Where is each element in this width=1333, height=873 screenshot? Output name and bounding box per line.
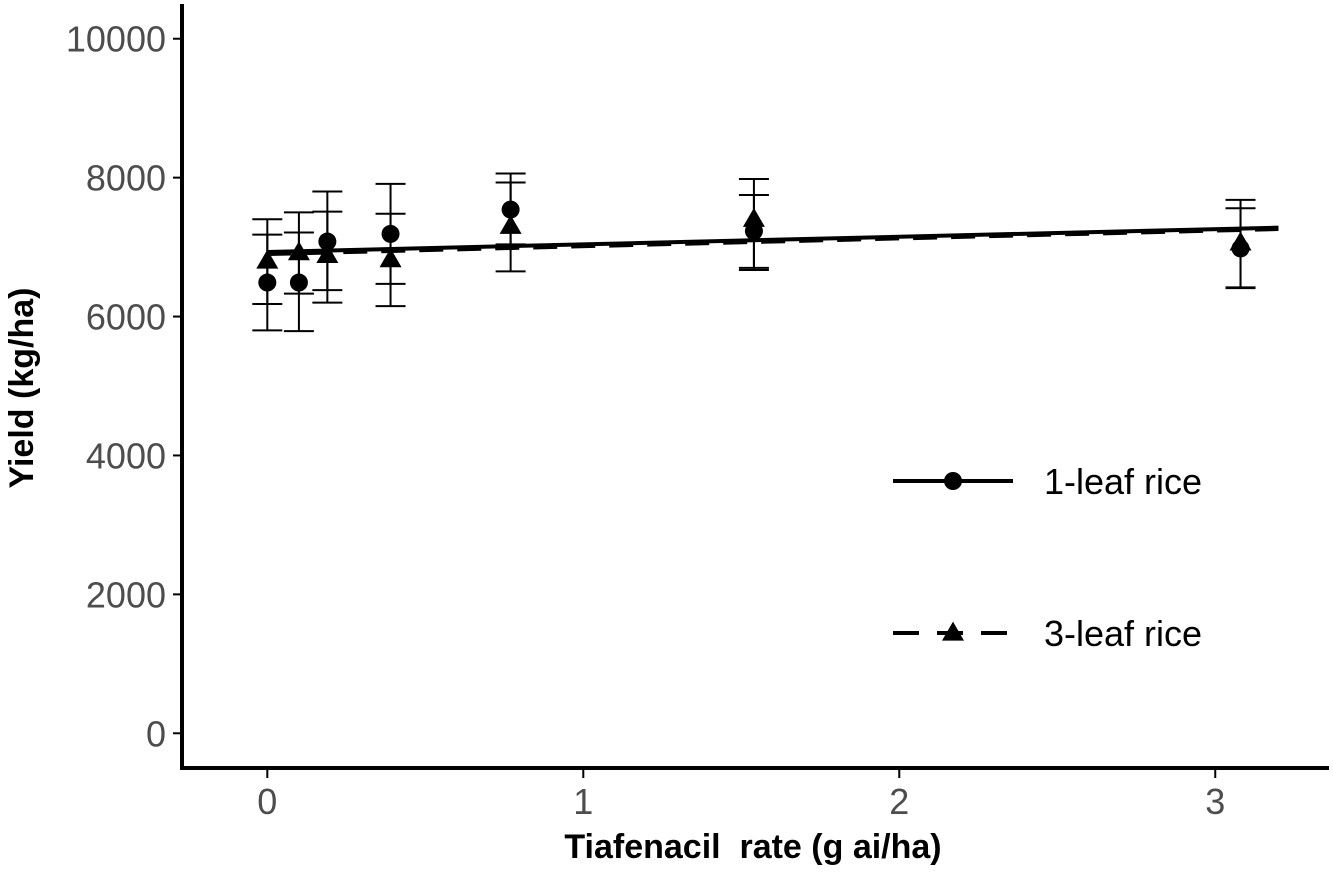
y-tick-label: 8000 (86, 158, 166, 199)
y-tick-label: 2000 (86, 574, 166, 615)
data-point-triangle (379, 248, 402, 268)
legend: 1-leaf rice 3-leaf rice (893, 461, 1202, 654)
data-point-triangle (742, 207, 765, 227)
data-point-circle (318, 232, 337, 251)
legend-triangle-marker (942, 621, 964, 641)
data-point-circle (258, 273, 277, 292)
x-tick-label: 3 (1205, 781, 1225, 822)
data-point-triangle (256, 249, 279, 269)
data-point-circle (501, 200, 520, 219)
x-axis-ticks: 0 1 2 3 (257, 768, 1225, 822)
data-point-triangle (287, 241, 310, 261)
data-point-triangle (316, 244, 339, 264)
y-axis-title: Yield (kg/ha) (3, 288, 41, 489)
y-tick-label: 0 (146, 713, 166, 754)
fit-line (267, 227, 1279, 257)
x-tick-label: 2 (889, 781, 909, 822)
y-tick-label: 6000 (86, 297, 166, 338)
x-tick-label: 0 (257, 781, 277, 822)
data-point-triangle (499, 214, 522, 234)
fit-lines (267, 225, 1279, 257)
legend-item: 3-leaf rice (893, 613, 1202, 654)
data-point-triangle (1229, 231, 1252, 251)
y-tick-label: 10000 (66, 19, 166, 60)
data-point-circle (381, 224, 400, 243)
x-tick-label: 1 (573, 781, 593, 822)
legend-label: 1-leaf rice (1044, 461, 1202, 502)
legend-item: 1-leaf rice (893, 461, 1202, 502)
y-tick-label: 4000 (86, 435, 166, 476)
legend-circle-marker (944, 472, 962, 490)
data-points (256, 200, 1252, 292)
legend-label: 3-leaf rice (1044, 613, 1202, 654)
x-axis-title: Tiafenacil rate (g ai/ha) (564, 828, 941, 866)
data-point-circle (289, 273, 308, 292)
y-axis-ticks: 0 2000 4000 6000 8000 10000 (66, 19, 182, 754)
